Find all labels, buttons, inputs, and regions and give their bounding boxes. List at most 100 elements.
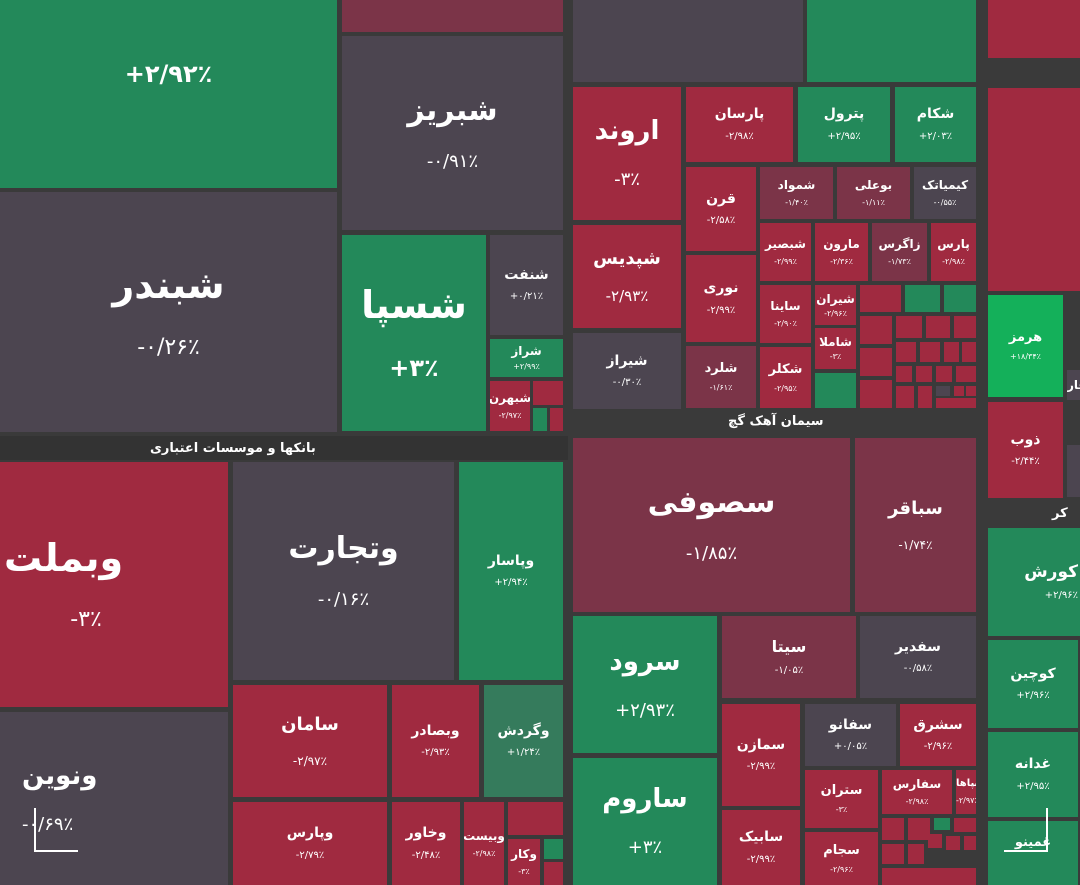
tile-arvand[interactable]: اروند -۳٪ (573, 87, 681, 220)
tile-small[interactable] (508, 802, 563, 835)
tile-small[interactable] (954, 818, 976, 832)
tile-shabandar[interactable]: شبندر -۰/۲۶٪ (0, 192, 337, 432)
tile-small[interactable] (936, 386, 950, 396)
tile-sufi[interactable]: سصوفی -۱/۸۵٪ (573, 438, 850, 612)
tile-shekalar[interactable]: شکلر -۲/۹۵٪ (760, 347, 811, 408)
tile-shebahran[interactable]: شبهرن -۲/۹۷٪ (490, 381, 530, 431)
tile-small[interactable] (533, 381, 563, 405)
tile-small[interactable] (550, 408, 563, 431)
tile-top-neutral[interactable] (573, 0, 803, 82)
tile-saman[interactable]: سامان -۲/۹۷٪ (233, 685, 387, 797)
tile-small[interactable] (966, 386, 976, 396)
tile-sabik[interactable]: سابیک -۲/۹۹٪ (722, 810, 800, 885)
tile-small[interactable] (860, 316, 892, 344)
tile-small[interactable] (954, 316, 976, 338)
tile-zob[interactable]: ذوب -۲/۴۴٪ (988, 402, 1063, 498)
tile-vabemellat[interactable]: وبملت -۳٪ (0, 462, 228, 707)
tile-shiran[interactable]: شیران -۲/۹۶٪ (815, 285, 856, 325)
tile-shenaft[interactable]: شنفت +۰/۲۱٪ (490, 235, 563, 335)
tile-small[interactable] (882, 844, 904, 864)
tile-shamla[interactable]: شاملا -۳٪ (815, 328, 856, 369)
tile-sajam[interactable]: سجام -۲/۹۶٪ (805, 832, 878, 885)
tile-kimiatak[interactable]: کیمیاتک -۰/۵۵٪ (914, 167, 976, 219)
tile-small[interactable] (916, 366, 932, 382)
tile-vagardesh[interactable]: وگردش +۱/۲۴٪ (484, 685, 563, 797)
tile-small[interactable] (936, 366, 952, 382)
tile-far[interactable]: فار (1067, 370, 1080, 400)
tile-saina[interactable]: ساینا -۲/۹۰٪ (760, 285, 811, 343)
tile-sheraz[interactable]: شراز +۲/۹۹٪ (490, 339, 563, 377)
tile-small[interactable] (944, 285, 976, 312)
tile-kochin[interactable]: کوچین +۲/۹۶٪ (988, 640, 1078, 728)
tile-sabaqer[interactable]: سباقر -۱/۷۴٪ (855, 438, 976, 612)
tile-bouali[interactable]: بوعلی -۱/۱۱٪ (837, 167, 910, 219)
tile-hormoz[interactable]: هرمز +۱۸/۳۴٪ (988, 295, 1063, 397)
tile-small[interactable] (544, 839, 563, 859)
tile-top-green[interactable] (807, 0, 976, 82)
tile-small[interactable] (860, 380, 892, 408)
tile-qorn[interactable]: قرن -۲/۵۸٪ (686, 167, 756, 251)
tile-sarud[interactable]: سرود +۲/۹۳٪ (573, 616, 717, 753)
tile-small[interactable] (926, 316, 950, 338)
tile-small[interactable] (918, 386, 932, 408)
tile-maroon[interactable]: مارون -۲/۳۶٪ (815, 223, 868, 281)
tile-top-right[interactable] (988, 0, 1080, 58)
tile-small[interactable] (956, 366, 976, 382)
tile-small[interactable] (920, 342, 940, 362)
tile-small[interactable] (954, 386, 964, 396)
tile-nouri[interactable]: نوری -۲/۹۹٪ (686, 255, 756, 342)
tile-small[interactable] (944, 342, 959, 362)
tile-sapaha[interactable]: سپاها -۲/۹۷٪ (956, 770, 976, 814)
tile-zagros[interactable]: زاگرس -۱/۷۳٪ (872, 223, 927, 281)
tile-vaparis[interactable]: وپارس -۲/۷۹٪ (233, 802, 387, 885)
tile-small[interactable] (882, 868, 976, 885)
tile-safars[interactable]: سفارس -۲/۹۸٪ (882, 770, 952, 814)
tile-small[interactable] (896, 316, 922, 338)
tile-pars[interactable]: پارس -۲/۹۸٪ (931, 223, 976, 281)
tile-shamvad[interactable]: شمواد -۱/۴۰٪ (760, 167, 833, 219)
tile-saroum[interactable]: ساروم +۳٪ (573, 758, 717, 885)
tile-small[interactable] (860, 285, 901, 312)
tile-small[interactable] (882, 818, 904, 840)
tile-shepdis[interactable]: شپدیس -۲/۹۳٪ (573, 225, 681, 328)
tile-small[interactable] (815, 373, 856, 408)
tile-small[interactable] (936, 398, 976, 408)
tile-vakar[interactable]: وکار -۳٪ (508, 839, 540, 885)
tile-small[interactable] (908, 818, 930, 840)
tile-staran[interactable]: ستران -۳٪ (805, 770, 878, 828)
tile-vatejarat[interactable]: وتجارت -۰/۱۶٪ (233, 462, 454, 680)
tile-top-strip[interactable] (342, 0, 563, 32)
tile-kakurash[interactable]: کورش +۲/۹۶٪ (988, 528, 1080, 636)
tile-petrol[interactable]: پترول +۲/۹۵٪ (798, 87, 890, 162)
tile-small[interactable] (934, 818, 950, 830)
tile-parsan[interactable]: پارسان -۲/۹۸٪ (686, 87, 793, 162)
tile-small[interactable] (905, 285, 940, 312)
tile-small[interactable] (896, 342, 916, 362)
tile-small[interactable] (860, 348, 892, 376)
tile-small[interactable] (896, 386, 914, 408)
tile-shebsir[interactable]: شبصیر -۲/۹۹٪ (760, 223, 811, 281)
tile-small[interactable] (928, 834, 942, 848)
tile-shabriz[interactable]: شبریز -۰/۹۱٪ (342, 36, 563, 230)
tile-safanu[interactable]: سفانو +۰/۰۵٪ (805, 704, 896, 766)
tile-sashreq[interactable]: سشرق -۲/۹۶٪ (900, 704, 976, 766)
tile-top-left[interactable]: +۲/۹۲٪ (0, 0, 337, 188)
tile-vabist[interactable]: وبیست -۲/۹۸٪ (464, 802, 504, 885)
tile-ghadane[interactable]: غدانه +۲/۹۵٪ (988, 732, 1078, 817)
tile-shespa[interactable]: شسپا +۳٪ (342, 235, 486, 431)
tile-small[interactable] (964, 836, 976, 850)
tile-samazan[interactable]: سمازن -۲/۹۹٪ (722, 704, 800, 806)
tile-sharad[interactable]: شلرد -۱/۶۱٪ (686, 346, 756, 408)
tile-shiraz[interactable]: شیراز -۰/۳۰٪ (573, 333, 681, 409)
tile-shekam[interactable]: شکام +۲/۰۳٪ (895, 87, 976, 162)
tile-small[interactable] (533, 408, 547, 431)
tile-small[interactable] (908, 844, 924, 864)
tile-vanovin[interactable]: ونوین -۰/۶۹٪ (0, 712, 228, 885)
tile-small[interactable] (962, 342, 976, 362)
tile-ghamino[interactable]: غمینو (988, 821, 1078, 885)
tile-small[interactable] (946, 836, 960, 850)
tile-vapasar[interactable]: وپاسار +۲/۹۴٪ (459, 462, 563, 680)
tile-sita[interactable]: سیتا -۱/۰۵٪ (722, 616, 856, 698)
tile-right-large[interactable] (988, 88, 1080, 291)
tile-small[interactable] (896, 366, 912, 382)
